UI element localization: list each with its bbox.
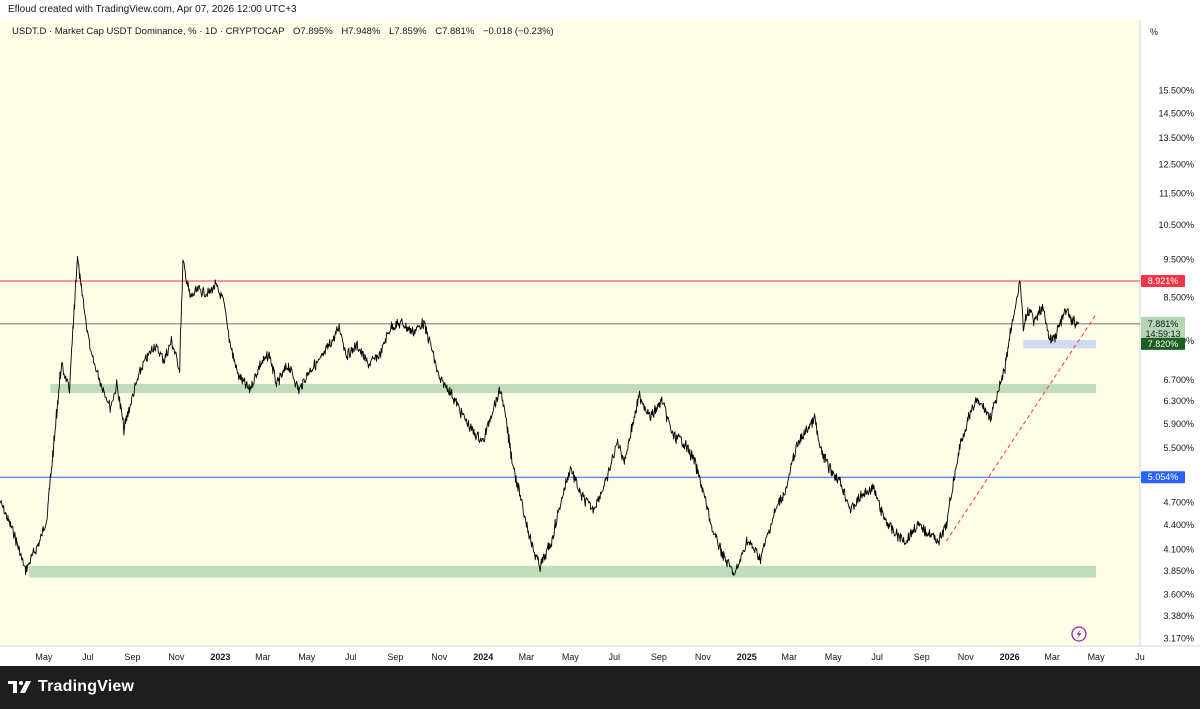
y-tick-label: 15.500% — [1158, 85, 1194, 95]
y-tick-label: 5.500% — [1163, 443, 1194, 453]
price-tags: 8.921% 5.054% 7.881%14:59:137.820% — [1141, 275, 1185, 484]
y-tick-label: 5.900% — [1163, 419, 1194, 429]
x-tick-label: Sep — [651, 652, 667, 662]
y-tick-label: 8.500% — [1163, 293, 1194, 303]
symbol-legend[interactable]: USDT.D · Market Cap USDT Dominance, % · … — [12, 26, 560, 37]
legend-close: C7.881% — [435, 26, 475, 37]
x-tick-label: Sep — [125, 652, 141, 662]
y-tick-label: 4.400% — [1163, 520, 1194, 530]
x-tick-label: May — [298, 652, 316, 662]
brand-name: TradingView — [38, 678, 135, 695]
trend-layer — [945, 314, 1097, 542]
x-tick-label: May — [562, 652, 580, 662]
x-tick-label: Jul — [871, 652, 883, 662]
x-tick-label: May — [35, 652, 53, 662]
y-tick-label: 9.500% — [1163, 254, 1194, 264]
x-tick-label: 2024 — [473, 652, 493, 662]
price-series-line — [0, 255, 1080, 576]
legend-symbol: USDT.D · Market Cap USDT Dominance, % · … — [12, 26, 285, 37]
close-tag-label: 7.820% — [1148, 339, 1179, 349]
x-tick-label: Mar — [519, 652, 535, 662]
legend-high: H7.948% — [341, 26, 381, 37]
close-tag-bg — [1141, 337, 1185, 350]
tradingview-logo-icon — [8, 681, 31, 693]
x-tick-label: 2025 — [737, 652, 757, 662]
last-price-tag-bg — [1141, 316, 1185, 339]
x-axis: May Jul Sep Nov 2023 Mar May Jul Sep Nov 2024 Mar Ma… — [35, 652, 1144, 662]
x-tick-label: Nov — [695, 652, 712, 662]
y-axis: 15.500% 14.500% 13.500% 12.500% 11.500% 10.50… — [1158, 85, 1194, 643]
chart-canvas[interactable]: 15.500% 14.500% 13.500% 12.500% 11.500% 10.50… — [0, 20, 1200, 666]
x-tick-label: Nov — [958, 652, 975, 662]
y-tick-label: 12.500% — [1158, 160, 1194, 170]
x-tick-label: Sep — [387, 652, 403, 662]
x-tick-label: 2026 — [1000, 652, 1020, 662]
y-tick-label: 11.500% — [1159, 188, 1194, 198]
legend-change: −0.018 (−0.23%) — [482, 26, 554, 37]
lightning-icon[interactable] — [1071, 626, 1087, 642]
zone-rect — [1023, 340, 1097, 349]
y-tick-label: 3.380% — [1163, 611, 1194, 621]
brand[interactable]: TradingView — [8, 678, 134, 696]
last-price-tag-label: 7.881% — [1148, 319, 1179, 329]
x-tick-label: Jul — [345, 652, 357, 662]
x-tick-label: Sep — [914, 652, 930, 662]
support-tag-label: 5.054% — [1148, 472, 1179, 482]
trend-line — [945, 314, 1097, 542]
time-axis-background — [0, 646, 1200, 666]
y-tick-label: 3.170% — [1163, 633, 1194, 643]
x-tick-label: 2023 — [210, 652, 230, 662]
resistance-tag-bg — [1141, 275, 1185, 288]
header-strip: Efloud created with TradingView.com, Apr… — [0, 0, 1200, 20]
legend-open: O7.895% — [293, 26, 333, 37]
x-tick-label: Mar — [782, 652, 798, 662]
zone-rect — [50, 384, 1097, 394]
series-layer — [0, 255, 1080, 576]
y-tick-label: 13.500% — [1158, 133, 1194, 143]
x-tick-label: Jul — [82, 652, 94, 662]
x-tick-label: Nov — [431, 652, 448, 662]
x-tick-label: Mar — [255, 652, 271, 662]
x-tick-label: Ju — [1135, 652, 1145, 662]
x-tick-label: May — [1088, 652, 1106, 662]
plot-area-background — [0, 20, 1140, 646]
legend-low: L7.859% — [389, 26, 427, 37]
credit-text: Efloud created with TradingView.com, Apr… — [8, 4, 297, 15]
y-tick-label: 4.100% — [1163, 544, 1194, 554]
resistance-tag-label: 8.921% — [1148, 276, 1179, 286]
x-tick-label: Mar — [1044, 652, 1060, 662]
zone-rect — [28, 565, 1097, 578]
zones-layer — [28, 340, 1097, 578]
footer-bar — [0, 666, 1200, 709]
levels-layer — [0, 280, 1140, 478]
support-tag-bg — [1141, 471, 1185, 484]
y-tick-label: 14.500% — [1158, 108, 1194, 118]
x-tick-label: Jul — [609, 652, 621, 662]
y-tick-label: 3.850% — [1163, 566, 1194, 576]
x-tick-label: Nov — [168, 652, 185, 662]
y-tick-label: 6.300% — [1163, 396, 1194, 406]
y-tick-label: 4.700% — [1163, 497, 1194, 507]
countdown-label: 14:59:13 — [1145, 329, 1180, 339]
y-tick-label: 6.700% — [1163, 375, 1194, 385]
y-tick-label: 10.500% — [1158, 220, 1194, 230]
x-tick-label: May — [825, 652, 843, 662]
y-tick-label: 3.600% — [1163, 589, 1194, 599]
unit-label: % — [1150, 27, 1159, 37]
